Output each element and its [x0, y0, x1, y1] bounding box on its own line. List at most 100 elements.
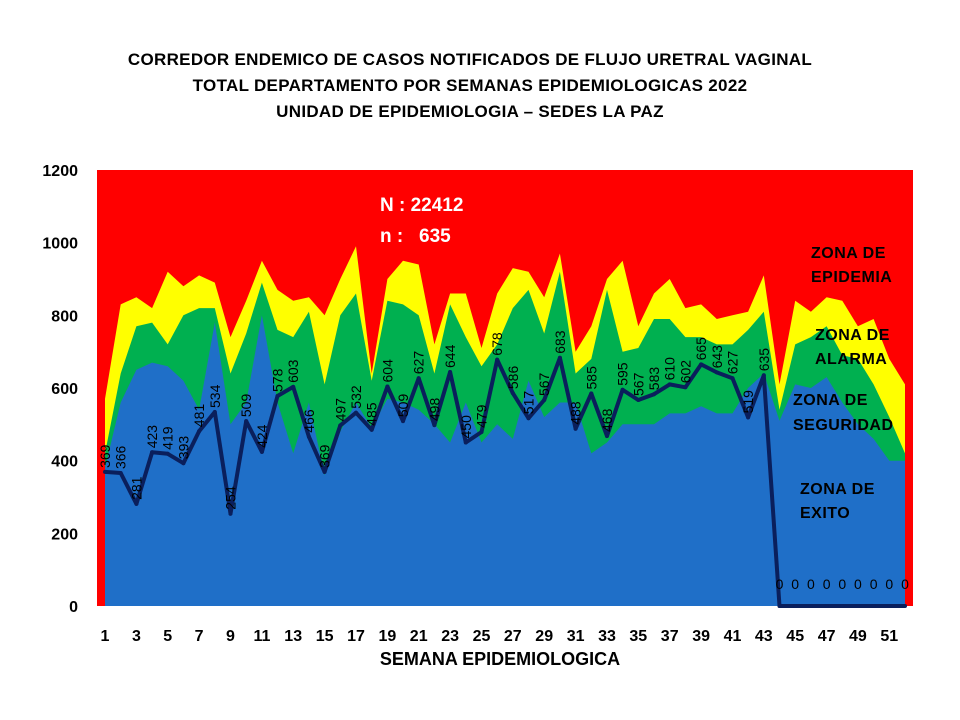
data-label: 678 [489, 332, 505, 356]
x-tick-label: 33 [598, 628, 616, 645]
data-label: 0 [807, 576, 815, 592]
data-label: 665 [693, 337, 709, 361]
cases-point [322, 469, 327, 474]
x-tick-label: 1 [101, 628, 110, 645]
data-label: 498 [426, 398, 442, 422]
data-label: 481 [191, 404, 207, 428]
cases-point [259, 449, 264, 454]
data-label: 369 [317, 444, 333, 468]
data-label: 466 [301, 409, 317, 433]
data-label: 488 [568, 401, 584, 425]
cases-point [275, 394, 280, 398]
x-tick-label: 25 [473, 628, 491, 645]
data-label: 0 [870, 576, 878, 592]
cases-point [495, 357, 500, 362]
x-axis-title: SEMANA EPIDEMIOLOGICA [380, 649, 620, 669]
current-cases-annotation: n : 635 [380, 226, 451, 247]
data-label: 0 [885, 576, 893, 592]
y-tick-label: 1000 [42, 236, 78, 253]
data-label: 627 [411, 351, 427, 375]
data-label: 610 [662, 357, 678, 381]
x-tick-label: 21 [410, 628, 428, 645]
x-tick-label: 47 [818, 628, 836, 645]
x-tick-label: 3 [132, 628, 141, 645]
x-tick-label: 49 [849, 628, 867, 645]
x-tick-label: 19 [379, 628, 397, 645]
cases-point [871, 604, 876, 608]
cases-point [699, 362, 704, 367]
data-label: 583 [646, 367, 662, 391]
x-tick-label: 41 [724, 628, 742, 645]
x-tick-label: 29 [535, 628, 553, 645]
data-label: 366 [113, 445, 129, 469]
cases-line-layer [103, 355, 907, 608]
cases-point [652, 392, 656, 397]
x-tick-label: 9 [226, 628, 235, 645]
zone-epidemia-label-1: ZONA DE [811, 245, 886, 262]
data-label: 643 [709, 345, 725, 369]
data-label: 0 [823, 576, 831, 592]
x-tick-label: 39 [692, 628, 710, 645]
data-label: 509 [395, 394, 411, 418]
cases-point [212, 410, 217, 414]
data-label: 683 [552, 330, 568, 354]
cases-point [510, 391, 515, 396]
cases-point [746, 415, 751, 420]
cases-point [291, 384, 296, 389]
data-label: 419 [160, 426, 176, 450]
data-label: 567 [536, 372, 552, 396]
zone-exito-label-2: EXITO [800, 505, 850, 522]
cases-point [228, 511, 233, 516]
chart-title-line-2: TOTAL DEPARTAMENTO POR SEMANAS EPIDEMIOL… [192, 76, 748, 95]
data-label: 532 [348, 385, 364, 409]
cases-point [244, 419, 249, 424]
zone-seguridad-label-1: ZONA DE [793, 392, 868, 409]
cases-point [385, 384, 390, 389]
x-tick-label: 43 [755, 628, 773, 645]
cases-point [855, 604, 860, 608]
data-label: 424 [254, 424, 270, 448]
data-label: 517 [521, 391, 537, 415]
data-label: 479 [474, 404, 490, 428]
data-label: 254 [223, 486, 239, 510]
data-label: 534 [207, 384, 223, 408]
zone-exito-label-1: ZONA DE [800, 481, 875, 498]
cases-point [636, 398, 641, 402]
data-label: 369 [97, 444, 113, 468]
data-label: 567 [630, 372, 646, 396]
cases-point [620, 387, 625, 392]
zone-alarma-label-2: ALARMA [815, 351, 887, 368]
cases-point [887, 604, 892, 608]
cases-point [808, 604, 813, 608]
x-tick-label: 27 [504, 628, 522, 645]
cases-point [103, 469, 107, 474]
zone-exito-area [105, 315, 905, 606]
data-label: 603 [285, 359, 301, 383]
data-label: 393 [175, 436, 191, 460]
data-label: 485 [364, 402, 380, 426]
cases-point [777, 604, 782, 608]
data-label: 0 [776, 576, 784, 592]
cases-point [542, 398, 547, 402]
data-label: 586 [505, 366, 521, 390]
y-tick-label: 200 [51, 526, 78, 543]
cases-point [432, 423, 437, 428]
cases-point [354, 410, 358, 415]
zone-epidemia-label-2: EPIDEMIA [811, 269, 892, 286]
chart-title-line-1: CORREDOR ENDEMICO DE CASOS NOTIFICADOS D… [127, 50, 813, 69]
cases-line [104, 355, 905, 608]
cases-point [824, 604, 829, 608]
y-tick-label: 400 [51, 454, 78, 471]
x-tick-label: 37 [661, 628, 679, 645]
data-label: 0 [838, 576, 846, 592]
y-tick-label: 800 [51, 308, 78, 325]
data-label: 519 [740, 390, 756, 414]
x-tick-label: 31 [567, 628, 585, 645]
cases-point [573, 426, 578, 431]
cases-point [150, 450, 155, 455]
cases-point [667, 382, 672, 387]
cases-point [165, 451, 170, 456]
cases-point [448, 370, 453, 374]
